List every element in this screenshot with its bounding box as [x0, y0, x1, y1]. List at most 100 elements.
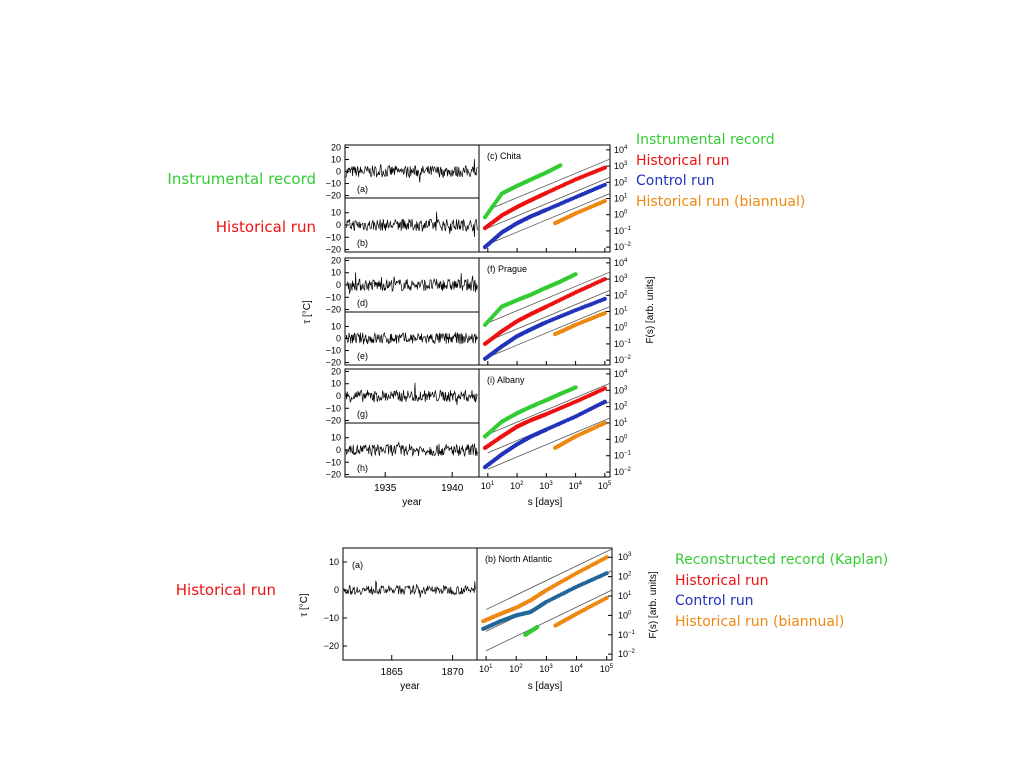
- ts-ytick-label: 10: [331, 208, 341, 218]
- fs-xtick-label: 102: [509, 664, 523, 674]
- ts-ytick-label: 10: [331, 321, 341, 331]
- fs-ytick-label: 10−1: [614, 451, 632, 461]
- ts-ytick-label: 20: [331, 255, 341, 265]
- ts-ytick-label: 20: [331, 366, 341, 376]
- ts-ytick-label: 0: [336, 445, 341, 455]
- legend-top: Instrumental record Historical run Contr…: [636, 130, 805, 212]
- ts-ytick-label: −20: [324, 641, 339, 651]
- fs-data-point: [573, 272, 578, 277]
- fs-data-point: [602, 399, 607, 404]
- fs-ylabel: F(s) [arb. units]: [648, 571, 659, 638]
- ts-trace: [345, 441, 478, 458]
- legend-top-item: Historical run (biannual): [636, 193, 806, 210]
- fs-data-point: [602, 386, 607, 391]
- ts-panel-frame: [342, 547, 478, 661]
- ts-ytick-label: −10: [326, 179, 341, 189]
- ts-trace: [345, 272, 478, 294]
- ts-ytick-label: 0: [336, 220, 341, 230]
- ts-trace: [345, 382, 478, 406]
- legend-bottom-item: Historical run (biannual): [675, 613, 845, 630]
- ts-panel-label: (g): [357, 409, 368, 419]
- ts-trace: [345, 159, 478, 183]
- fs-ytick-label: 104: [614, 145, 628, 155]
- ts-xlabel: year: [400, 681, 420, 692]
- fs-reference-line: [487, 417, 611, 470]
- ts-ylabel: τ [°C]: [299, 593, 310, 617]
- fs-data-point: [573, 385, 578, 390]
- fs-ytick-label: 100: [614, 323, 628, 333]
- fs-panel-title: (c) Chita: [487, 151, 521, 161]
- ts-panel-label: (a): [352, 560, 363, 570]
- fs-reference-line: [485, 589, 613, 652]
- fs-data-point: [535, 625, 540, 630]
- legend-bottom-item: Reconstructed record (Kaplan): [675, 552, 889, 568]
- ts-ytick-label: 10: [331, 154, 341, 164]
- fs-reference-line: [487, 271, 611, 324]
- fs-reference-line: [487, 306, 611, 358]
- ts-ytick-label: −10: [326, 457, 341, 467]
- ts-xtick-label: 1935: [374, 483, 397, 494]
- fs-xlabel: s [days]: [528, 497, 563, 508]
- ts-xtick-label: 1870: [442, 667, 465, 678]
- fs-panel-frame: [476, 547, 613, 661]
- ts-panel-label: (a): [357, 184, 368, 194]
- ts-trace: [345, 211, 478, 238]
- fs-data-point: [604, 595, 609, 601]
- fs-panel-title: (i) Albany: [487, 375, 525, 385]
- fs-ytick-label: 102: [618, 572, 632, 582]
- fs-panel-title: (f) Prague: [487, 264, 527, 274]
- ts-ytick-label: 0: [334, 585, 339, 595]
- fs-ytick-label: 101: [614, 194, 628, 204]
- ts-ytick-label: 0: [336, 167, 341, 177]
- fs-reference-line: [487, 289, 611, 342]
- fs-ytick-label: 104: [614, 369, 628, 379]
- ts-ytick-label: −20: [326, 191, 341, 201]
- ts-ytick-label: 10: [331, 268, 341, 278]
- fs-reference-line: [487, 158, 611, 211]
- ts-ytick-label: −20: [326, 416, 341, 426]
- ts-ytick-label: −20: [326, 470, 341, 480]
- fs-ytick-label: 100: [614, 434, 628, 444]
- fs-data-point: [602, 420, 607, 426]
- fs-xtick-label: 101: [479, 664, 493, 674]
- fs-xtick-label: 105: [600, 664, 614, 674]
- fs-data-point: [558, 163, 563, 168]
- ts-ytick-label: −10: [326, 403, 341, 413]
- fs-data-point: [602, 165, 607, 170]
- side-label-instrumental: Instrumental record: [167, 170, 316, 188]
- fs-ytick-label: 102: [614, 290, 628, 300]
- legend-top-item: Control run: [636, 173, 715, 189]
- fs-ytick-label: 103: [618, 552, 632, 562]
- ts-ytick-label: 0: [336, 280, 341, 290]
- ts-ytick-label: −20: [326, 305, 341, 315]
- ts-ytick-label: 10: [331, 433, 341, 443]
- fs-xtick-label: 103: [539, 664, 553, 674]
- fs-ytick-label: 10−1: [614, 226, 632, 236]
- ts-ytick-label: −20: [326, 358, 341, 368]
- legend-bottom-item: Control run: [675, 593, 754, 609]
- ts-ytick-label: 0: [336, 391, 341, 401]
- fs-ytick-label: 10−1: [618, 630, 636, 640]
- ts-trace: [345, 331, 478, 345]
- ts-xlabel: year: [402, 497, 422, 508]
- fs-data-point: [602, 198, 607, 204]
- fs-ytick-label: 10−1: [614, 339, 632, 349]
- fs-ytick-label: 103: [614, 274, 628, 284]
- fs-reference-line: [487, 176, 611, 229]
- ts-xtick-label: 1865: [381, 667, 404, 678]
- fs-xtick-label: 102: [510, 481, 524, 491]
- fs-xtick-label: 101: [481, 481, 495, 491]
- ts-panel-label: (h): [357, 463, 368, 473]
- fs-xtick-label: 103: [539, 481, 553, 491]
- fs-ytick-label: 103: [614, 161, 628, 171]
- ts-panel-label: (e): [357, 351, 368, 361]
- ts-trace: [343, 580, 476, 598]
- fs-data-point: [602, 182, 607, 187]
- fs-reference-line: [487, 193, 611, 245]
- fs-data-point: [602, 311, 607, 316]
- ts-panel-label: (b): [357, 238, 368, 248]
- ts-ytick-label: 0: [336, 334, 341, 344]
- fs-data-point: [602, 296, 607, 301]
- fs-ytick-label: 103: [614, 385, 628, 395]
